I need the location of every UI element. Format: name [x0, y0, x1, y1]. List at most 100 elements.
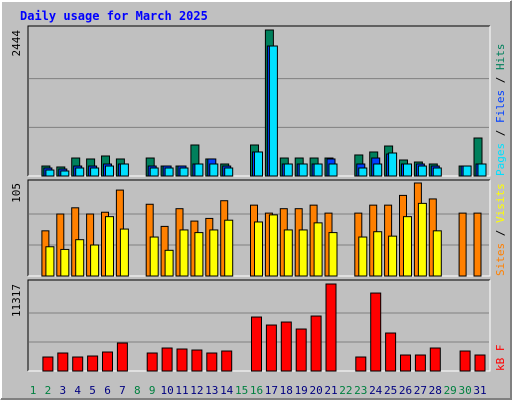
legend-separator: / — [494, 77, 507, 84]
bar — [268, 45, 278, 177]
x-tick-label: 14 — [220, 384, 234, 397]
bar — [87, 355, 99, 372]
bar — [400, 354, 411, 372]
bar — [313, 163, 323, 177]
x-tick-label: 16 — [250, 384, 263, 397]
x-tick-label: 22 — [339, 384, 352, 397]
bar — [146, 352, 158, 372]
bar — [388, 152, 398, 177]
x-tick-label: 6 — [104, 384, 111, 397]
bar — [116, 342, 128, 372]
bar — [105, 216, 114, 277]
x-tick-label: 20 — [309, 384, 322, 397]
bar — [254, 151, 263, 177]
bar — [429, 347, 441, 372]
x-tick-label: 28 — [429, 384, 442, 397]
bar — [328, 163, 338, 177]
bar — [119, 228, 129, 277]
x-tick-label: 2 — [45, 384, 52, 397]
chart-title: Daily usage for March 2025 — [20, 9, 208, 23]
x-tick-label: 27 — [414, 384, 427, 397]
x-tick-label: 8 — [134, 384, 141, 397]
bar — [164, 167, 174, 177]
bar — [224, 167, 234, 177]
x-tick-label: 12 — [190, 384, 203, 397]
bar — [298, 229, 308, 277]
x-tick-label: 25 — [384, 384, 397, 397]
bar — [60, 248, 70, 277]
y-tick-label: 2444 — [10, 30, 23, 57]
bar — [295, 328, 307, 372]
bar — [325, 283, 337, 372]
bar — [370, 292, 382, 372]
bar — [388, 235, 398, 277]
bar — [75, 239, 85, 277]
x-tick-label: 3 — [59, 384, 66, 397]
x-tick-label: 17 — [265, 384, 278, 397]
bar — [72, 356, 84, 372]
bar — [417, 202, 427, 277]
x-tick-label: 1 — [30, 384, 37, 397]
bar — [209, 229, 219, 277]
x-tick-label: 24 — [369, 384, 383, 397]
legend-separator: / — [494, 130, 507, 137]
legend-entry: Files — [494, 90, 507, 123]
legend: kB F — [494, 345, 507, 372]
bar — [358, 167, 368, 177]
x-tick-label: 13 — [205, 384, 218, 397]
legend: Pages / Files / Hits — [494, 44, 507, 177]
bar — [268, 214, 278, 277]
bar — [179, 229, 189, 277]
bar — [459, 350, 471, 372]
bar — [283, 229, 293, 277]
x-tick-label: 4 — [74, 384, 81, 397]
bar — [373, 231, 383, 277]
bar — [265, 324, 277, 372]
bar — [90, 244, 100, 277]
legend-entry: Hits — [494, 44, 507, 71]
bar — [358, 236, 368, 277]
x-tick-label: 9 — [149, 384, 156, 397]
bar — [458, 212, 467, 277]
bar — [45, 246, 55, 277]
x-tick-label: 30 — [458, 384, 471, 397]
bar — [414, 354, 426, 372]
bar — [310, 315, 322, 372]
bar — [90, 167, 100, 177]
x-tick-label: 31 — [473, 384, 486, 397]
bar — [57, 352, 69, 372]
bar — [45, 169, 55, 177]
bar — [42, 356, 54, 372]
bar — [385, 332, 397, 372]
x-tick-label: 23 — [354, 384, 367, 397]
bar — [417, 165, 427, 177]
bar — [473, 212, 482, 277]
bar — [209, 163, 219, 177]
x-tick-label: 21 — [324, 384, 337, 397]
x-tick-label: 19 — [295, 384, 308, 397]
bar — [194, 232, 204, 277]
bar — [149, 167, 159, 177]
bar — [102, 351, 113, 372]
bar — [283, 163, 293, 177]
bar — [298, 163, 308, 177]
x-tick-label: 26 — [399, 384, 412, 397]
y-tick-label: 105 — [10, 183, 23, 203]
bar — [313, 222, 323, 277]
x-tick-label: 18 — [280, 384, 293, 397]
x-tick-label: 15 — [235, 384, 248, 397]
bar — [355, 356, 367, 372]
panel-border — [27, 279, 490, 371]
panel-border — [27, 179, 490, 276]
bar — [75, 167, 85, 177]
x-tick-label: 7 — [119, 384, 126, 397]
bar — [56, 213, 65, 277]
bar — [280, 321, 292, 372]
x-tick-label: 10 — [160, 384, 173, 397]
legend-entry: Pages — [494, 143, 507, 176]
bar — [149, 236, 159, 277]
bar — [161, 347, 173, 372]
legend-entry: Visits — [494, 183, 507, 223]
